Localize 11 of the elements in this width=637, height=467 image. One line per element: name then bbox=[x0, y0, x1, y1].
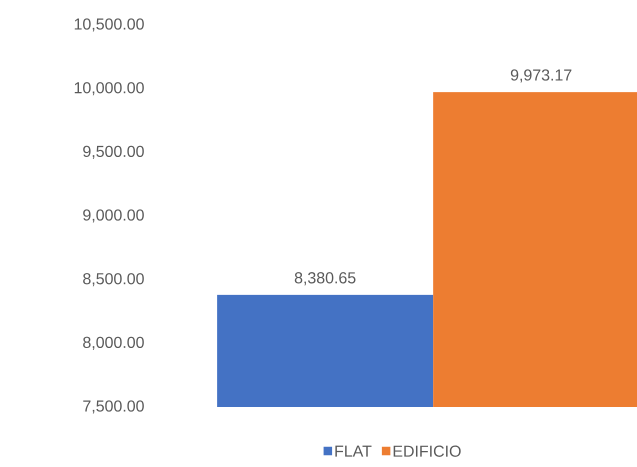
y-tick-label: 8,000.00 bbox=[83, 336, 144, 350]
y-tick-label: 7,500.00 bbox=[83, 400, 144, 414]
data-label: 8,380.65 bbox=[294, 272, 356, 286]
y-tick-label: 10,500.00 bbox=[74, 18, 144, 32]
y-tick-label: 8,500.00 bbox=[83, 273, 144, 286]
data-label: 9,973.17 bbox=[510, 69, 572, 83]
y-tick-label: 9,000.00 bbox=[83, 209, 144, 223]
legend-label: EDIFICIO bbox=[394, 446, 461, 457]
legend-label: FLAT bbox=[335, 446, 372, 457]
y-tick-label: 10,000.00 bbox=[74, 82, 144, 96]
y-tick-label: 9,500.00 bbox=[83, 146, 144, 159]
